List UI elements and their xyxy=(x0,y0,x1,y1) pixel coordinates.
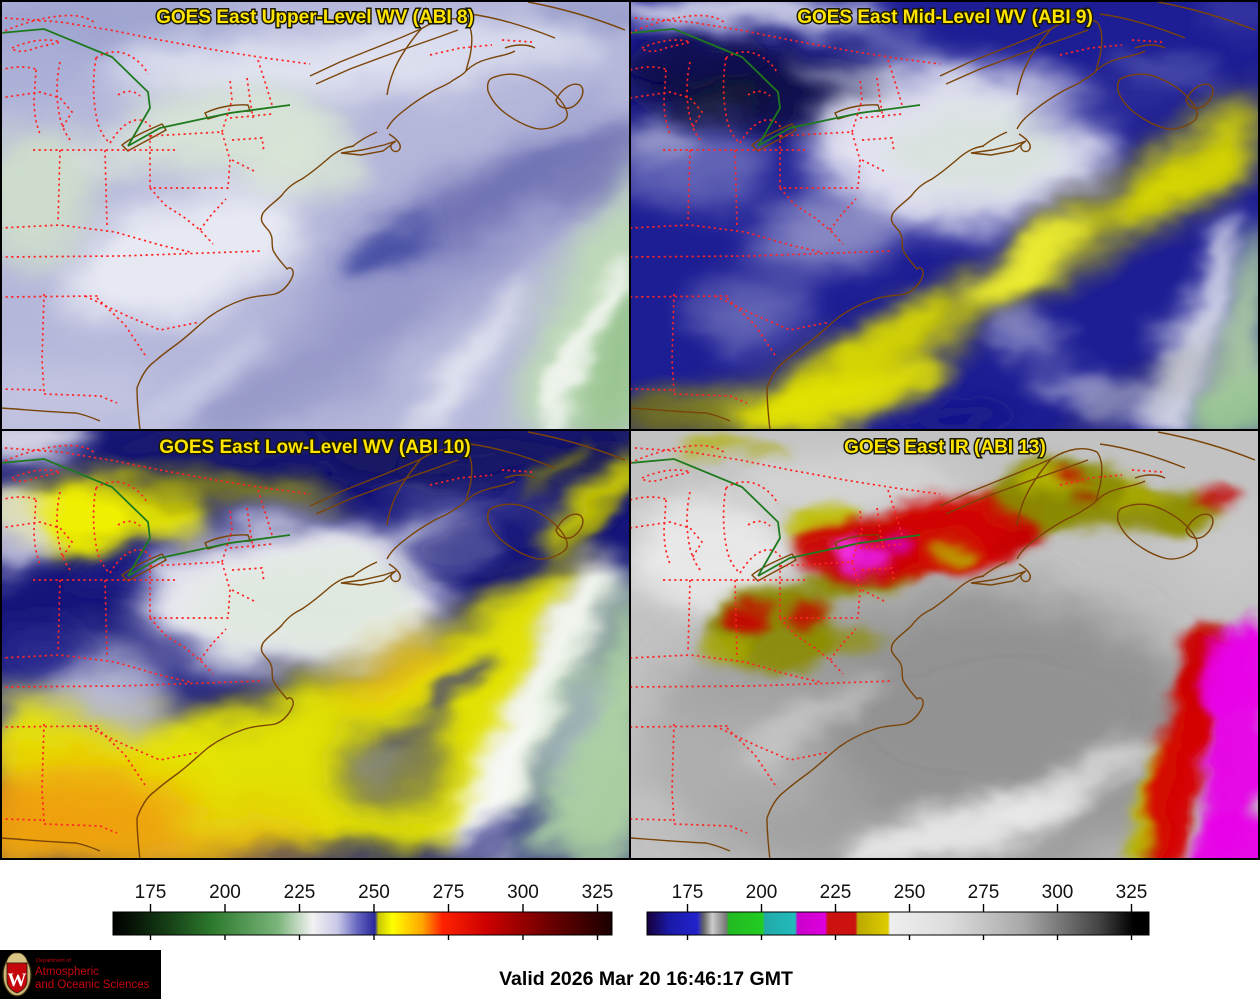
svg-text:250: 250 xyxy=(894,882,926,903)
svg-text:GOES East Mid-Level WV (ABI 9): GOES East Mid-Level WV (ABI 9) xyxy=(797,7,1093,28)
svg-text:GOES East IR (ABI 13): GOES East IR (ABI 13) xyxy=(844,437,1046,458)
svg-text:225: 225 xyxy=(284,882,316,903)
svg-text:175: 175 xyxy=(135,882,167,903)
svg-text:300: 300 xyxy=(1042,882,1074,903)
svg-text:Atmospheric: Atmospheric xyxy=(35,966,99,978)
svg-text:Valid 2026 Mar 20 16:46:17 GMT: Valid 2026 Mar 20 16:46:17 GMT xyxy=(499,968,793,990)
svg-text:GOES East Upper-Level WV (ABI: GOES East Upper-Level WV (ABI 8) xyxy=(156,7,474,28)
svg-text:200: 200 xyxy=(746,882,778,903)
svg-text:225: 225 xyxy=(820,882,852,903)
svg-text:175: 175 xyxy=(672,882,704,903)
svg-text:275: 275 xyxy=(433,882,465,903)
svg-text:300: 300 xyxy=(507,882,539,903)
svg-text:Department of: Department of xyxy=(36,958,71,964)
svg-text:250: 250 xyxy=(358,882,390,903)
svg-text:325: 325 xyxy=(582,882,614,903)
svg-text:325: 325 xyxy=(1116,882,1148,903)
svg-text:275: 275 xyxy=(968,882,1000,903)
svg-text:W: W xyxy=(8,970,27,991)
svg-text:GOES East Low-Level WV (ABI 10: GOES East Low-Level WV (ABI 10) xyxy=(159,437,470,458)
svg-text:200: 200 xyxy=(209,882,241,903)
svg-text:and Oceanic Sciences: and Oceanic Sciences xyxy=(35,979,150,991)
